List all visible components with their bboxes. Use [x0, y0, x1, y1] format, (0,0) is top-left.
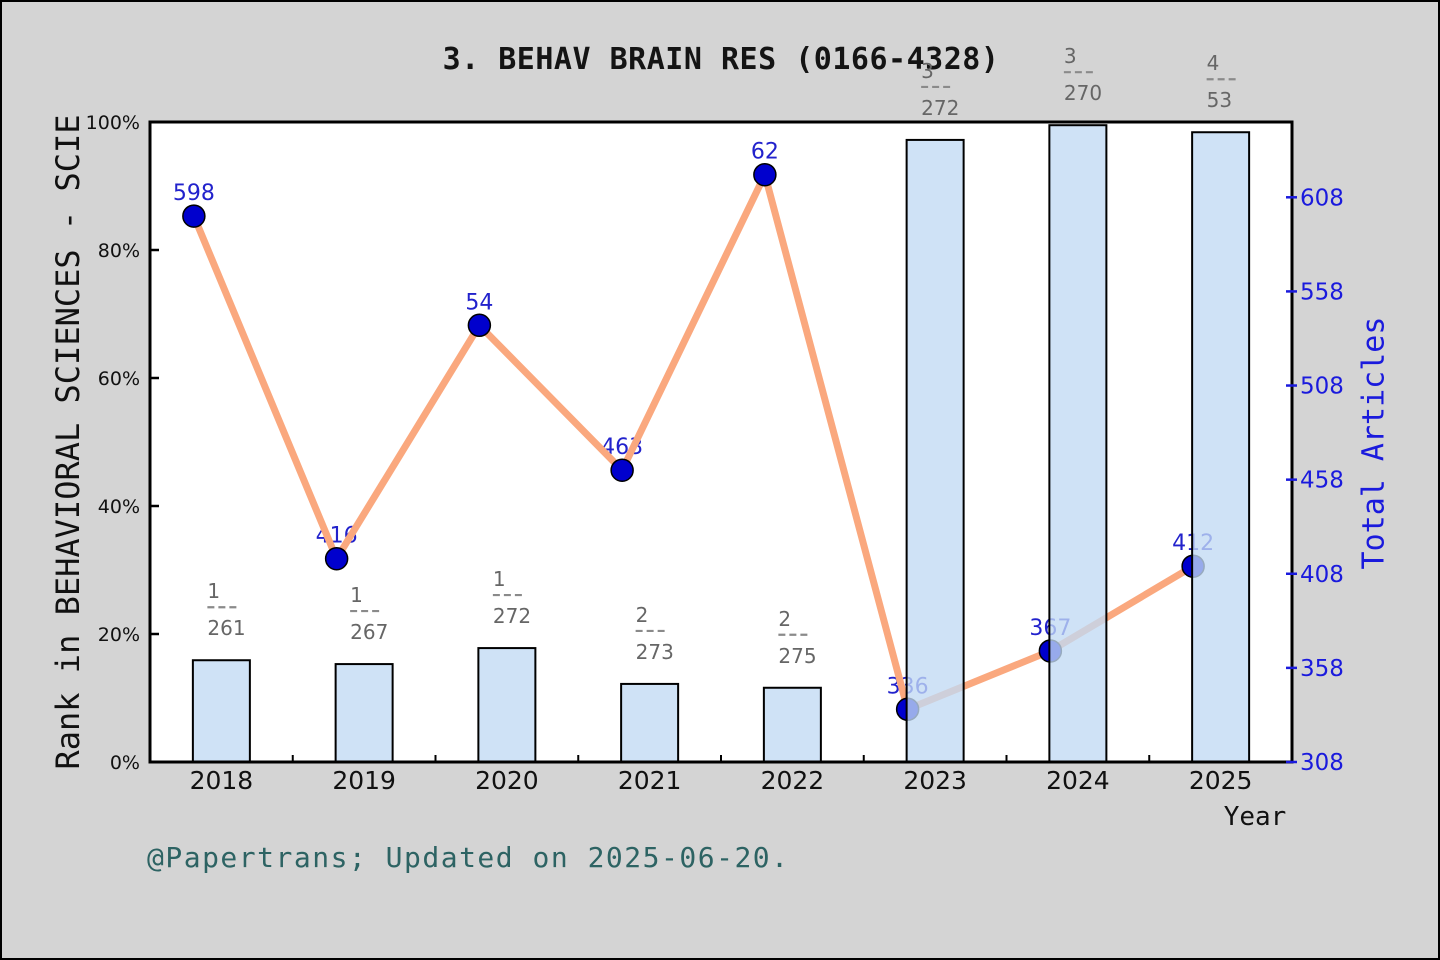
svg-text:267: 267 — [350, 620, 388, 644]
svg-text:2023: 2023 — [903, 766, 967, 795]
svg-text:80%: 80% — [98, 240, 140, 262]
svg-text:1: 1 — [493, 567, 506, 591]
svg-text:272: 272 — [921, 96, 959, 120]
left-axis-title: Rank in BEHAVIORAL SCIENCES - SCIE — [49, 114, 87, 770]
svg-text:40%: 40% — [98, 496, 140, 518]
svg-text:53: 53 — [1207, 88, 1232, 112]
svg-text:2024: 2024 — [1046, 766, 1110, 795]
svg-text:2020: 2020 — [475, 766, 539, 795]
svg-text:412: 412 — [1172, 531, 1214, 556]
svg-text:261: 261 — [207, 616, 245, 640]
svg-text:2018: 2018 — [190, 766, 254, 795]
svg-text:2025: 2025 — [1189, 766, 1253, 795]
svg-text:270: 270 — [1064, 81, 1102, 105]
svg-text:275: 275 — [778, 644, 816, 668]
svg-text:2019: 2019 — [332, 766, 396, 795]
bar-series — [191, 124, 1251, 764]
svg-text:2021: 2021 — [618, 766, 682, 795]
svg-text:408: 408 — [1300, 562, 1344, 588]
svg-text:358: 358 — [1300, 656, 1344, 682]
svg-text:367: 367 — [1029, 616, 1071, 641]
svg-text:0%: 0% — [110, 752, 140, 774]
chart-title: 3. BEHAV BRAIN RES (0166-4328) — [442, 42, 1000, 77]
svg-text:608: 608 — [1300, 185, 1344, 211]
svg-text:2: 2 — [636, 603, 649, 627]
svg-text:100%: 100% — [86, 112, 140, 134]
svg-text:2: 2 — [778, 607, 791, 631]
svg-text:598: 598 — [173, 181, 215, 206]
svg-text:336: 336 — [887, 674, 929, 699]
line-series — [190, 171, 1197, 713]
svg-text:273: 273 — [636, 640, 674, 664]
svg-text:308: 308 — [1300, 750, 1344, 776]
svg-text:62: 62 — [751, 140, 779, 165]
point-labels: 598 416 54 463 62 336 367 412 — [173, 140, 1214, 700]
svg-text:2022: 2022 — [761, 766, 825, 795]
svg-text:508: 508 — [1300, 374, 1344, 400]
left-axis-ticks: 0% 20% 40% 60% 80% 100% — [86, 112, 159, 774]
svg-text:1: 1 — [207, 579, 220, 603]
svg-text:54: 54 — [465, 290, 493, 315]
svg-text:272: 272 — [493, 604, 531, 628]
x-axis-title: Year — [1223, 802, 1287, 832]
svg-text:1: 1 — [350, 583, 363, 607]
plot-border — [148, 120, 1294, 764]
plot-background — [150, 122, 1292, 762]
svg-text:20%: 20% — [98, 624, 140, 646]
svg-text:60%: 60% — [98, 368, 140, 390]
svg-text:463: 463 — [601, 435, 643, 460]
watermark-text: @Papertrans; Updated on 2025-06-20. — [147, 841, 790, 874]
x-axis-ticks: 2018 2019 2020 2021 2022 2023 2024 2025 — [190, 755, 1253, 795]
svg-text:558: 558 — [1300, 279, 1344, 305]
svg-text:458: 458 — [1300, 468, 1344, 494]
right-axis-title: Total Articles — [1356, 316, 1392, 570]
data-points — [182, 162, 1205, 722]
right-axis-ticks: 308 358 408 458 508 558 608 — [1286, 185, 1344, 776]
svg-text:416: 416 — [316, 524, 358, 549]
